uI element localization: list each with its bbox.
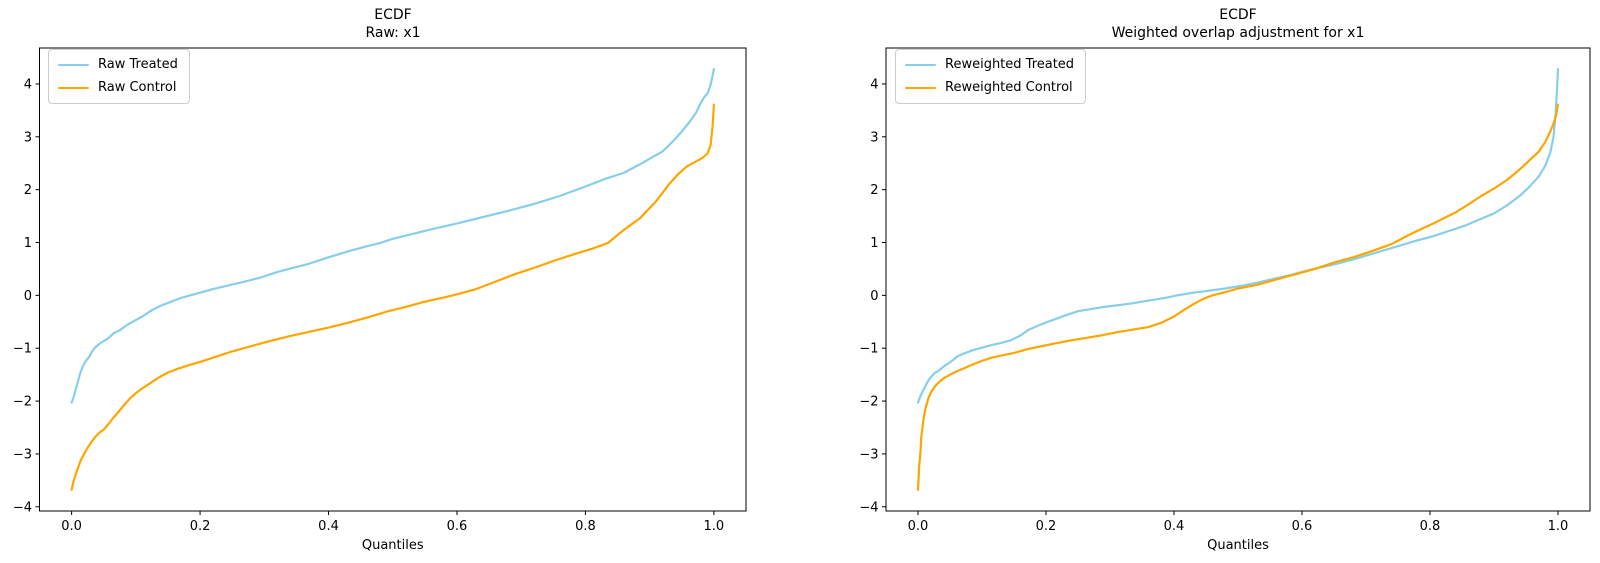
x-tick-label: 0.0 [908,519,929,534]
legend-label: Reweighted Control [945,80,1073,95]
axes-frame [885,47,1591,512]
x-tick-label: 1.0 [704,519,725,534]
series-line-raw-treated [70,68,715,404]
legend-label: Raw Control [98,80,177,95]
x-tick-label: 0.6 [447,519,468,534]
right-plot: 0.0 0.2 0.4 0.6 0.8 1.0 −4 −3 −2 −1 0 1 2 3 4 Quantiles [859,47,1591,553]
x-axis-label: Quantiles [362,538,424,553]
x-tick-label: 0.8 [1420,519,1441,534]
reweighted-control-line-icon [905,86,936,90]
left-plot-title: ECDF Raw: x1 [365,7,420,42]
right-plot-title-line2: Weighted overlap adjustment for x1 [1111,24,1365,41]
reweighted-treated-line-icon [905,63,936,67]
x-tick-label: 0.4 [318,519,339,534]
y-tick-label: 0 [24,289,32,304]
axes-frame [39,47,747,512]
raw-treated-line-icon [58,63,89,67]
legend-entry: Raw Control [58,80,178,96]
y-tick-label: 4 [24,77,32,92]
left-plot-title-line1: ECDF [374,7,412,23]
x-tick-label: 0.0 [61,519,82,534]
x-tick-label: 0.4 [1164,519,1185,534]
right-plot-legend: Reweighted Treated Reweighted Control [895,49,1087,104]
y-tick-label: −1 [859,342,878,357]
right-plot-title: ECDF Weighted overlap adjustment for x1 [1112,7,1365,42]
y-tick-label: 0 [870,289,878,304]
y-tick-label: −2 [13,395,32,410]
y-tick-label: −4 [859,500,878,515]
series-line-raw-control [70,103,715,491]
y-tick-label: −3 [13,447,32,462]
x-tick-label: 0.8 [575,519,596,534]
x-axis-label: Quantiles [1207,538,1269,553]
y-tick-label: 1 [24,236,32,251]
legend-label: Reweighted Treated [945,57,1075,72]
y-tick-label: −3 [859,447,878,462]
x-tick-label: 0.6 [1292,519,1313,534]
right-plot-title-line1: ECDF [1219,7,1257,23]
y-tick-label: 1 [870,236,878,251]
legend-entry: Reweighted Control [905,80,1074,96]
y-tick-label: 2 [24,183,32,198]
x-tick-label: 0.2 [190,519,211,534]
y-tick-label: 2 [870,183,878,198]
legend-entry: Raw Treated [58,57,178,73]
left-plot: 0.0 0.2 0.4 0.6 0.8 1.0 −4 −3 −2 −1 0 1 2 3 4 Quantiles [13,47,747,553]
x-tick-label: 1.0 [1548,519,1569,534]
y-tick-label: 3 [870,130,878,145]
x-tick-label: 0.2 [1036,519,1057,534]
y-tick-label: −4 [13,500,32,515]
y-tick-label: −1 [13,342,32,357]
left-plot-legend: Raw Treated Raw Control [48,49,190,104]
legend-label: Raw Treated [98,57,178,72]
y-tick-label: 4 [870,77,878,92]
series-line-reweighted-treated [916,68,1560,404]
y-tick-label: 3 [24,130,32,145]
y-tick-label: −2 [859,395,878,410]
legend-entry: Reweighted Treated [905,57,1074,73]
left-plot-title-line2: Raw: x1 [365,24,421,41]
raw-control-line-icon [58,86,89,90]
series-line-reweighted-control [916,103,1560,491]
